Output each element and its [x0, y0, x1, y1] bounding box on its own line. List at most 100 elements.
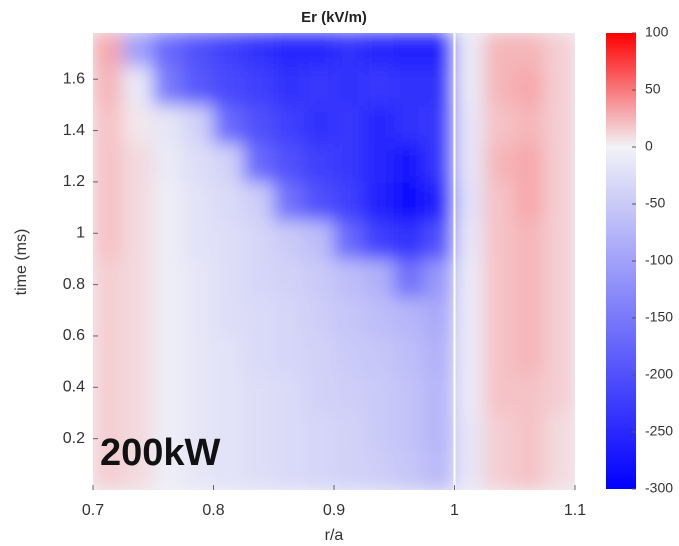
heatmap-cell: [122, 33, 154, 67]
heatmap-cell: [93, 219, 124, 260]
heatmap-cell: [213, 181, 245, 221]
heatmap-cell: [363, 65, 395, 106]
heatmap-cell: [454, 450, 486, 490]
heatmap-cell: [393, 335, 425, 375]
y-tick-label: 1: [76, 224, 85, 241]
heatmap-cell: [182, 450, 214, 490]
colorbar-tick-label: 50: [645, 81, 661, 97]
heatmap-cell: [303, 219, 335, 260]
heatmap-cell: [182, 65, 214, 106]
x-tick-label: 1.1: [564, 502, 586, 519]
heatmap-cell: [182, 412, 214, 452]
heatmap-cell: [454, 412, 486, 452]
heatmap-cell: [273, 65, 305, 106]
heatmap-cell: [303, 373, 335, 414]
heatmap-cell: [333, 33, 365, 67]
heatmap-cell: [514, 412, 546, 452]
heatmap-cell: [303, 335, 335, 375]
heatmap-cell: [363, 181, 395, 221]
y-tick-label: 1.2: [63, 173, 85, 190]
heatmap-cell: [303, 181, 335, 221]
heatmap-cell: [213, 219, 245, 260]
heatmap-cell: [122, 219, 154, 260]
colorbar-tick-label: -150: [645, 309, 673, 325]
heatmap-cell: [213, 335, 245, 375]
heatmap-cell: [484, 450, 516, 490]
heatmap-cell: [393, 65, 425, 106]
heatmap-cell: [243, 142, 275, 183]
heatmap-cell: [243, 104, 275, 144]
heatmap-cell: [213, 104, 245, 144]
heatmap-cell: [303, 412, 335, 452]
heatmap-cell: [423, 373, 455, 414]
heatmap-cell: [333, 65, 365, 106]
y-tick-label: 1.4: [63, 122, 85, 139]
heatmap-cell: [152, 373, 184, 414]
heatmap-cell: [93, 104, 124, 144]
heatmap-cell: [152, 181, 184, 221]
heatmap-cell: [423, 181, 455, 221]
heatmap-cell: [152, 450, 184, 490]
heatmap-cell: [333, 219, 365, 260]
heatmap-cell: [454, 33, 486, 67]
heatmap-cell: [333, 373, 365, 414]
heatmap-cell: [454, 373, 486, 414]
heatmap-cell: [93, 412, 124, 452]
heatmap-cell: [213, 258, 245, 298]
heatmap-cell: [182, 33, 214, 67]
heatmap-cell: [544, 142, 575, 183]
heatmap-cell: [182, 142, 214, 183]
heatmap-cell: [393, 412, 425, 452]
heatmap-cell: [363, 104, 395, 144]
heatmap-cell: [393, 142, 425, 183]
heatmap-cell: [363, 373, 395, 414]
heatmap-cell: [273, 373, 305, 414]
heatmap-cell: [423, 104, 455, 144]
heatmap-cell: [152, 335, 184, 375]
heatmap-cell: [514, 104, 546, 144]
heatmap-cell: [423, 258, 455, 298]
heatmap-cell: [152, 65, 184, 106]
heatmap-cell: [213, 142, 245, 183]
heatmap-cell: [484, 296, 516, 337]
chart-title: Er (kV/m): [301, 9, 367, 26]
heatmap-cell: [243, 258, 275, 298]
heatmap-cell: [484, 181, 516, 221]
annotation: 200kW: [100, 432, 221, 474]
heatmap-cell: [93, 65, 124, 106]
heatmap-cell: [544, 181, 575, 221]
heatmap-cell: [393, 450, 425, 490]
heatmap-cell: [544, 104, 575, 144]
heatmap-cell: [544, 335, 575, 375]
heatmap-cell: [243, 335, 275, 375]
heatmap-cell: [182, 181, 214, 221]
heatmap-cell: [303, 33, 335, 67]
heatmap-cell: [393, 296, 425, 337]
heatmap-cell: [363, 142, 395, 183]
heatmap-cell: [484, 258, 516, 298]
heatmap-cell: [363, 450, 395, 490]
heatmap-cell: [213, 33, 245, 67]
heatmap-cell: [544, 219, 575, 260]
heatmap-cell: [454, 219, 486, 260]
heatmap-cell: [454, 335, 486, 375]
y-tick-label: 0.2: [63, 430, 85, 447]
heatmap-cell: [333, 335, 365, 375]
heatmap-cell: [333, 296, 365, 337]
heatmap-cell: [333, 450, 365, 490]
heatmap-cell: [273, 258, 305, 298]
heatmap-cell: [93, 335, 124, 375]
colorbar-tick-label: -50: [645, 195, 665, 211]
heatmap-cell: [273, 181, 305, 221]
heatmap-cell: [393, 181, 425, 221]
x-tick-label: 0.9: [323, 502, 345, 519]
y-tick-label: 0.8: [63, 276, 85, 293]
heatmap-cell: [122, 450, 154, 490]
heatmap-cell: [122, 335, 154, 375]
heatmap-cell: [213, 412, 245, 452]
heatmap-cell: [484, 335, 516, 375]
heatmap-cell: [544, 412, 575, 452]
heatmap-cell: [273, 335, 305, 375]
heatmap-cell: [544, 65, 575, 106]
